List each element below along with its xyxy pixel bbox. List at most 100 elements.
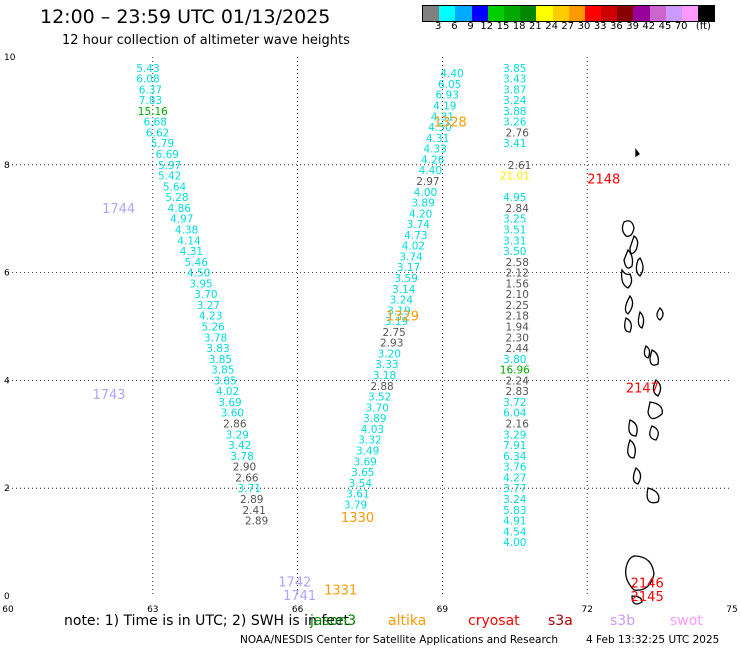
- legend-swatch: [584, 6, 602, 21]
- wave-height-value: 3.74: [399, 251, 423, 263]
- wave-height-value: 4.50: [187, 268, 210, 280]
- wave-height-value: 4.33: [423, 144, 446, 156]
- wave-height-value: 4.95: [503, 192, 526, 204]
- wave-height-value: 4.00: [414, 187, 437, 199]
- wave-height-value: 4.20: [409, 208, 432, 220]
- wave-height-value: 3.24: [503, 95, 527, 107]
- y-tick-label: 8: [4, 161, 10, 171]
- wave-height-value: 2.93: [380, 338, 403, 350]
- wave-height-value: 3.69: [353, 456, 376, 468]
- wave-height-value: 5.26: [201, 322, 225, 334]
- satellite-s3a: s3a: [548, 613, 573, 629]
- wave-height-value: 3.54: [349, 478, 373, 490]
- track-id-label: 1329: [386, 310, 419, 325]
- coastline-map: [620, 148, 664, 605]
- y-tick-label: 6: [4, 269, 10, 279]
- wave-height-value: 3.31: [503, 235, 526, 247]
- wave-height-value: 3.41: [503, 138, 526, 150]
- legend-label: (ft): [695, 21, 711, 32]
- wave-height-value: 2.90: [233, 462, 256, 474]
- track-id-label: 2147: [626, 381, 659, 396]
- wave-height-value: 3.87: [503, 84, 526, 96]
- wave-height-value: 16.96: [500, 365, 530, 377]
- wave-height-value: 7.83: [139, 95, 162, 107]
- wave-height-value: 1.56: [506, 278, 530, 290]
- legend-label: 30: [577, 21, 591, 32]
- legend-swatch: [423, 6, 440, 21]
- wave-height-value: 4.91: [503, 516, 526, 528]
- legend-swatch: [552, 6, 569, 21]
- wave-height-value: 3.29: [226, 429, 249, 441]
- wave-height-value: 3.43: [503, 74, 526, 86]
- wave-height-value: 3.24: [390, 295, 414, 307]
- wave-height-value: 3.60: [221, 408, 244, 420]
- track-id-label: 1328: [434, 116, 467, 131]
- wave-height-value: 3.70: [366, 402, 389, 414]
- wave-height-value: 4.02: [402, 241, 425, 253]
- wave-height-value: 3.17: [397, 262, 420, 274]
- wave-height-value: 3.69: [218, 397, 241, 409]
- wave-height-value: 2.58: [506, 257, 529, 269]
- wave-height-value: 3.74: [407, 219, 431, 231]
- legend-swatch: [601, 6, 618, 21]
- wave-height-value: 3.14: [392, 284, 416, 296]
- wave-height-value: 2.30: [506, 332, 529, 344]
- wave-height-value: 2.44: [506, 343, 530, 355]
- wave-height-value: 6.62: [146, 127, 169, 139]
- wave-height-value: 4.97: [170, 214, 193, 226]
- wave-height-value: 5.46: [185, 257, 209, 269]
- legend-swatch: [439, 6, 456, 21]
- wave-height-value: 5.83: [503, 505, 526, 517]
- wave-height-value: 1.94: [506, 322, 530, 334]
- wave-height-value: 3.85: [214, 375, 237, 387]
- wave-height-value: 3.33: [375, 359, 398, 371]
- wave-height-value: 2.25: [506, 300, 529, 312]
- wave-height-value: 3.20: [378, 348, 401, 360]
- legend-label: 42: [642, 21, 656, 32]
- legend-label: 3: [435, 21, 442, 32]
- wave-height-value: 4.31: [180, 246, 203, 258]
- legend-label: 39: [626, 21, 639, 32]
- satellite-cryosat: cryosat: [468, 613, 520, 629]
- wave-height-value: 2.97: [416, 176, 439, 188]
- legend-label: 27: [561, 21, 575, 32]
- wave-height-value: 4.23: [199, 311, 222, 323]
- wave-height-value: 5.42: [158, 171, 181, 183]
- grid-lines: [8, 57, 732, 596]
- wave-height-value: 6.08: [136, 74, 159, 86]
- wave-height-value: 2.75: [382, 327, 405, 339]
- wave-height-value: 7.91: [503, 440, 526, 452]
- wave-height-value: 4.27: [503, 472, 526, 484]
- legend-swatch: [698, 6, 715, 21]
- legend-swatch: [455, 6, 472, 21]
- island-dot: [635, 148, 640, 158]
- legend-swatch: [503, 6, 521, 21]
- wave-height-value: 2.16: [506, 419, 530, 431]
- y-tick-label: 2: [4, 484, 10, 494]
- wave-height-value: 3.27: [197, 300, 220, 312]
- legend-swatch: [520, 6, 537, 21]
- track-id-label: 2145: [631, 590, 664, 605]
- x-tick-label: 75: [726, 605, 737, 615]
- wave-height-value: 2.10: [506, 289, 529, 301]
- track-id-label: 2148: [587, 172, 620, 187]
- island-shape: [620, 220, 664, 605]
- wave-height-value: 3.50: [503, 246, 526, 258]
- legend-swatch: [568, 6, 585, 21]
- wave-height-value: 4.86: [168, 203, 192, 215]
- wave-height-value: 3.89: [363, 413, 386, 425]
- legend-label: 70: [674, 21, 688, 32]
- track-id-label: 1743: [92, 388, 125, 403]
- wave-height-value: 3.25: [503, 214, 526, 226]
- wave-height-value: 6.34: [503, 451, 527, 463]
- wave-height-value: 3.26: [503, 117, 527, 129]
- wave-height-value: 4.73: [404, 230, 427, 242]
- generated-timestamp: 4 Feb 13:32:25 UTC 2025: [586, 634, 720, 646]
- wave-height-value: 2.89: [245, 516, 268, 528]
- wave-height-value: 4.14: [177, 235, 201, 247]
- x-tick-label: 72: [581, 605, 592, 615]
- chart-subtitle: 12 hour collection of altimeter wave hei…: [62, 33, 350, 48]
- legend-swatch: [665, 6, 682, 21]
- wave-height-value: 3.24: [503, 494, 527, 506]
- legend-label: 12: [480, 21, 494, 32]
